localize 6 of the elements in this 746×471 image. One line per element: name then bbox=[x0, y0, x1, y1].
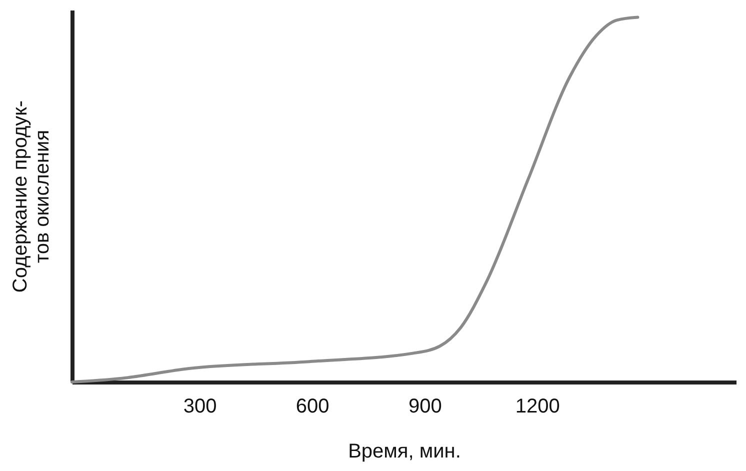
x-axis-title: Время, мин. bbox=[348, 440, 461, 462]
x-tick-label: 300 bbox=[183, 396, 217, 418]
x-tick-label: 600 bbox=[296, 396, 330, 418]
x-tick-label: 1200 bbox=[515, 396, 560, 418]
y-axis-title: Содержание продук- тов окисления bbox=[10, 100, 54, 293]
x-tick-label: 900 bbox=[408, 396, 442, 418]
